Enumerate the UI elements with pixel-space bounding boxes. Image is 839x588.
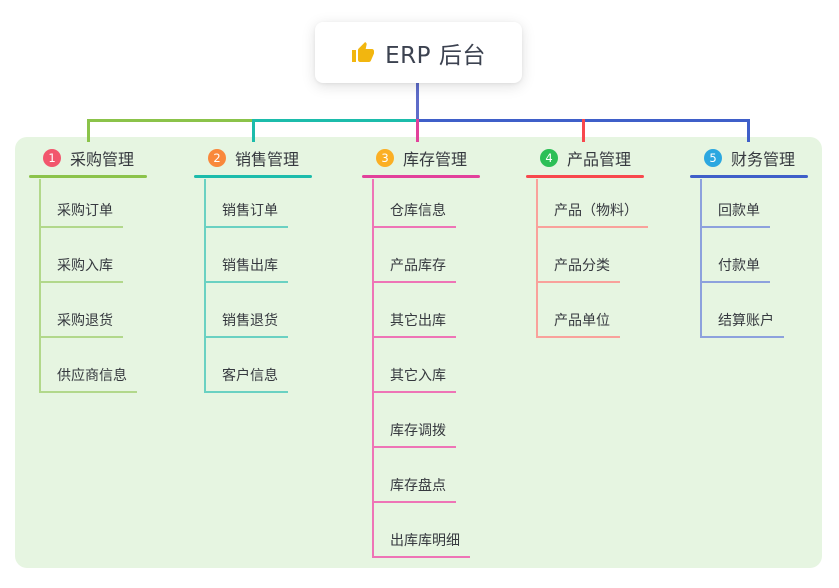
mindmap-item: 库存盘点	[372, 448, 552, 503]
mindmap-item: 回款单	[700, 178, 839, 228]
item-label[interactable]: 供应商信息	[39, 365, 137, 393]
branch-underline	[526, 175, 644, 178]
mindmap-item: 产品（物料）	[536, 178, 716, 228]
branch-inventory: 3 库存管理 仓库信息 产品库存 其它出库 其它入库 库存调拨 库存盘点 出库库…	[362, 146, 552, 558]
branch-underline	[362, 175, 480, 178]
item-label[interactable]: 库存盘点	[372, 475, 456, 503]
item-label[interactable]: 回款单	[700, 200, 770, 228]
item-label[interactable]: 产品库存	[372, 255, 456, 283]
mindmap-item: 付款单	[700, 228, 839, 283]
branch-items: 采购订单 采购入库 采购退货 供应商信息	[39, 178, 219, 393]
branch-purchase: 1 采购管理 采购订单 采购入库 采购退货 供应商信息	[29, 146, 219, 393]
branch-title: 销售管理	[235, 150, 300, 169]
mindmap-item: 其它入库	[372, 338, 552, 393]
item-label[interactable]: 产品分类	[536, 255, 620, 283]
connector-branch-2	[252, 119, 418, 122]
item-label[interactable]: 产品（物料）	[536, 200, 648, 228]
branch-title: 财务管理	[731, 150, 796, 169]
item-label[interactable]: 其它入库	[372, 365, 456, 393]
connector-branch-1	[87, 119, 255, 122]
branch-product: 4 产品管理 产品（物料） 产品分类 产品单位	[526, 146, 716, 338]
branch-vertical-line	[372, 179, 374, 557]
item-label[interactable]: 其它出库	[372, 310, 456, 338]
item-label[interactable]: 客户信息	[204, 365, 288, 393]
mindmap-item: 库存调拨	[372, 393, 552, 448]
drop-branch-4	[582, 119, 585, 142]
branch-underline	[194, 175, 312, 178]
item-label[interactable]: 付款单	[700, 255, 770, 283]
branch-underline	[690, 175, 808, 178]
branch-finance: 5 财务管理 回款单 付款单 结算账户	[690, 146, 839, 338]
branch-number-badge: 5	[704, 149, 722, 167]
mindmap-item: 产品库存	[372, 228, 552, 283]
branch-number-badge: 3	[376, 149, 394, 167]
mindmap-item: 采购入库	[39, 228, 219, 283]
branch-number-badge: 4	[540, 149, 558, 167]
branch-title: 采购管理	[70, 150, 135, 169]
item-label[interactable]: 销售出库	[204, 255, 288, 283]
mindmap-item: 其它出库	[372, 283, 552, 338]
branch-items: 回款单 付款单 结算账户	[700, 178, 839, 338]
branch-sales-header[interactable]: 2 销售管理	[194, 146, 384, 170]
mindmap-item: 供应商信息	[39, 338, 219, 393]
branch-finance-header[interactable]: 5 财务管理	[690, 146, 839, 170]
mindmap-item: 产品分类	[536, 228, 716, 283]
mindmap-item: 销售退货	[204, 283, 384, 338]
mindmap-item: 销售出库	[204, 228, 384, 283]
item-label[interactable]: 采购入库	[39, 255, 123, 283]
drop-branch-1	[87, 119, 90, 142]
branch-number-badge: 1	[43, 149, 61, 167]
trunk-line	[416, 83, 419, 121]
drop-branch-5	[747, 119, 750, 142]
branch-purchase-header[interactable]: 1 采购管理	[29, 146, 219, 170]
branch-number-badge: 2	[208, 149, 226, 167]
drop-branch-2	[252, 119, 255, 142]
item-label[interactable]: 销售退货	[204, 310, 288, 338]
branch-sales: 2 销售管理 销售订单 销售出库 销售退货 客户信息	[194, 146, 384, 393]
mindmap-item: 采购订单	[39, 178, 219, 228]
branch-vertical-line	[700, 179, 702, 337]
branch-items: 仓库信息 产品库存 其它出库 其它入库 库存调拨 库存盘点 出库库明细	[372, 178, 552, 558]
branch-title: 库存管理	[403, 150, 468, 169]
item-label[interactable]: 采购退货	[39, 310, 123, 338]
item-label[interactable]: 销售订单	[204, 200, 288, 228]
mindmap-item: 产品单位	[536, 283, 716, 338]
root-node-title: ERP 后台	[385, 42, 486, 69]
branch-title: 产品管理	[567, 150, 632, 169]
branch-items: 产品（物料） 产品分类 产品单位	[536, 178, 716, 338]
mindmap-item: 客户信息	[204, 338, 384, 393]
mindmap-item: 结算账户	[700, 283, 839, 338]
branch-vertical-line	[39, 179, 41, 392]
item-label[interactable]: 库存调拨	[372, 420, 456, 448]
branch-vertical-line	[204, 179, 206, 392]
item-label[interactable]: 结算账户	[700, 310, 784, 338]
drop-branch-3	[416, 119, 419, 142]
item-label[interactable]: 产品单位	[536, 310, 620, 338]
branch-items: 销售订单 销售出库 销售退货 客户信息	[204, 178, 384, 393]
branch-inventory-header[interactable]: 3 库存管理	[362, 146, 552, 170]
mindmap-item: 销售订单	[204, 178, 384, 228]
branches-panel	[15, 137, 822, 568]
mindmap-item: 出库库明细	[372, 503, 552, 558]
mindmap-item: 采购退货	[39, 283, 219, 338]
item-label[interactable]: 采购订单	[39, 200, 123, 228]
thumbs-up-icon	[352, 41, 375, 62]
mindmap-item: 仓库信息	[372, 178, 552, 228]
item-label[interactable]: 出库库明细	[372, 530, 470, 558]
branch-product-header[interactable]: 4 产品管理	[526, 146, 716, 170]
branch-underline	[29, 175, 147, 178]
branch-vertical-line	[536, 179, 538, 337]
root-node-erp[interactable]: ERP 后台	[315, 22, 522, 83]
item-label[interactable]: 仓库信息	[372, 200, 456, 228]
